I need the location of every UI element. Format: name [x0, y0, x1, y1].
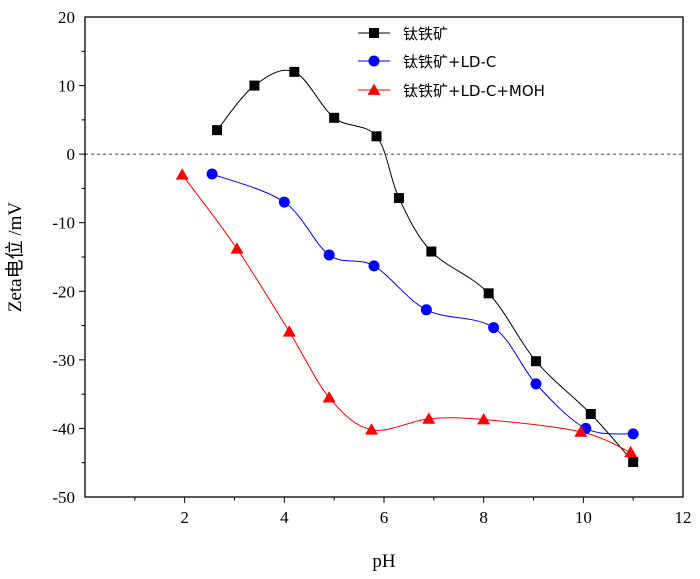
y-tick-label: -20 [52, 282, 75, 301]
legend-label-ilmenite-ldc-moh: 钛铁矿+LD-C+MOH [403, 82, 545, 100]
data-point-ilmenite-ldc [420, 304, 432, 316]
data-point-ilmenite [371, 131, 382, 142]
y-tick-label: -40 [52, 419, 75, 438]
data-point-ilmenite [530, 356, 541, 367]
legend-marker-ilmenite-ldc [368, 55, 380, 67]
x-tick-label: 8 [479, 508, 488, 527]
y-axis-title: Zeta电位 /mV [4, 202, 26, 313]
data-point-ilmenite-ldc [323, 249, 335, 261]
data-point-ilmenite [483, 288, 494, 299]
data-point-ilmenite-ldc [530, 378, 542, 390]
data-point-ilmenite [393, 193, 404, 204]
data-point-ilmenite-ldc-moh [175, 168, 189, 180]
x-tick-label: 10 [575, 508, 592, 527]
y-tick-label: -30 [52, 351, 75, 370]
legend-marker-ilmenite-ldc-moh [367, 83, 381, 95]
y-tick-label: -10 [52, 214, 75, 233]
data-point-ilmenite-ldc-moh [365, 423, 379, 435]
data-point-ilmenite [289, 66, 300, 77]
data-point-ilmenite [426, 246, 437, 257]
data-point-ilmenite [212, 125, 223, 136]
data-point-ilmenite-ldc [278, 196, 290, 208]
x-tick-label: 12 [675, 508, 692, 527]
data-point-ilmenite [585, 409, 596, 420]
x-tick-label: 6 [380, 508, 389, 527]
chart-axes-layer: 2 4 6 8 10 12 -50 -40 -30 -20 -10 0 10 20 [52, 8, 691, 527]
data-point-ilmenite [249, 80, 260, 91]
data-point-ilmenite-ldc-moh [574, 425, 588, 437]
data-point-ilmenite [329, 112, 340, 123]
data-point-ilmenite-ldc-moh [230, 242, 244, 254]
y-tick-label: 10 [58, 77, 75, 96]
x-tick-label: 4 [280, 508, 289, 527]
legend-label-ilmenite-ldc: 钛铁矿+LD-C [403, 53, 496, 71]
data-point-ilmenite [628, 457, 639, 468]
chart-markers-layer [175, 66, 639, 468]
x-axis-title: pH [372, 551, 396, 572]
y-tick-label: 0 [67, 145, 76, 164]
data-point-ilmenite-ldc [627, 428, 639, 440]
plot-frame [84, 16, 684, 498]
data-point-ilmenite-ldc-moh [282, 325, 296, 337]
data-point-ilmenite-ldc-moh [322, 391, 336, 403]
legend-label-ilmenite: 钛铁矿 [403, 25, 448, 43]
series-line-ilmenite-ldc-moh [181, 174, 631, 453]
x-tick-label: 2 [180, 508, 189, 527]
legend-marker-ilmenite [369, 28, 379, 38]
y-tick-label: 20 [58, 8, 75, 27]
data-point-ilmenite-ldc [368, 260, 380, 272]
data-point-ilmenite-ldc [206, 168, 218, 180]
data-point-ilmenite-ldc-moh [624, 445, 638, 458]
data-point-ilmenite-ldc [488, 322, 500, 334]
y-tick-label: -50 [52, 488, 75, 507]
series-line-ilmenite [216, 69, 634, 463]
chart-curves-layer [181, 69, 634, 463]
data-point-ilmenite-ldc-moh [422, 412, 436, 424]
data-point-ilmenite-ldc-moh [477, 413, 491, 425]
